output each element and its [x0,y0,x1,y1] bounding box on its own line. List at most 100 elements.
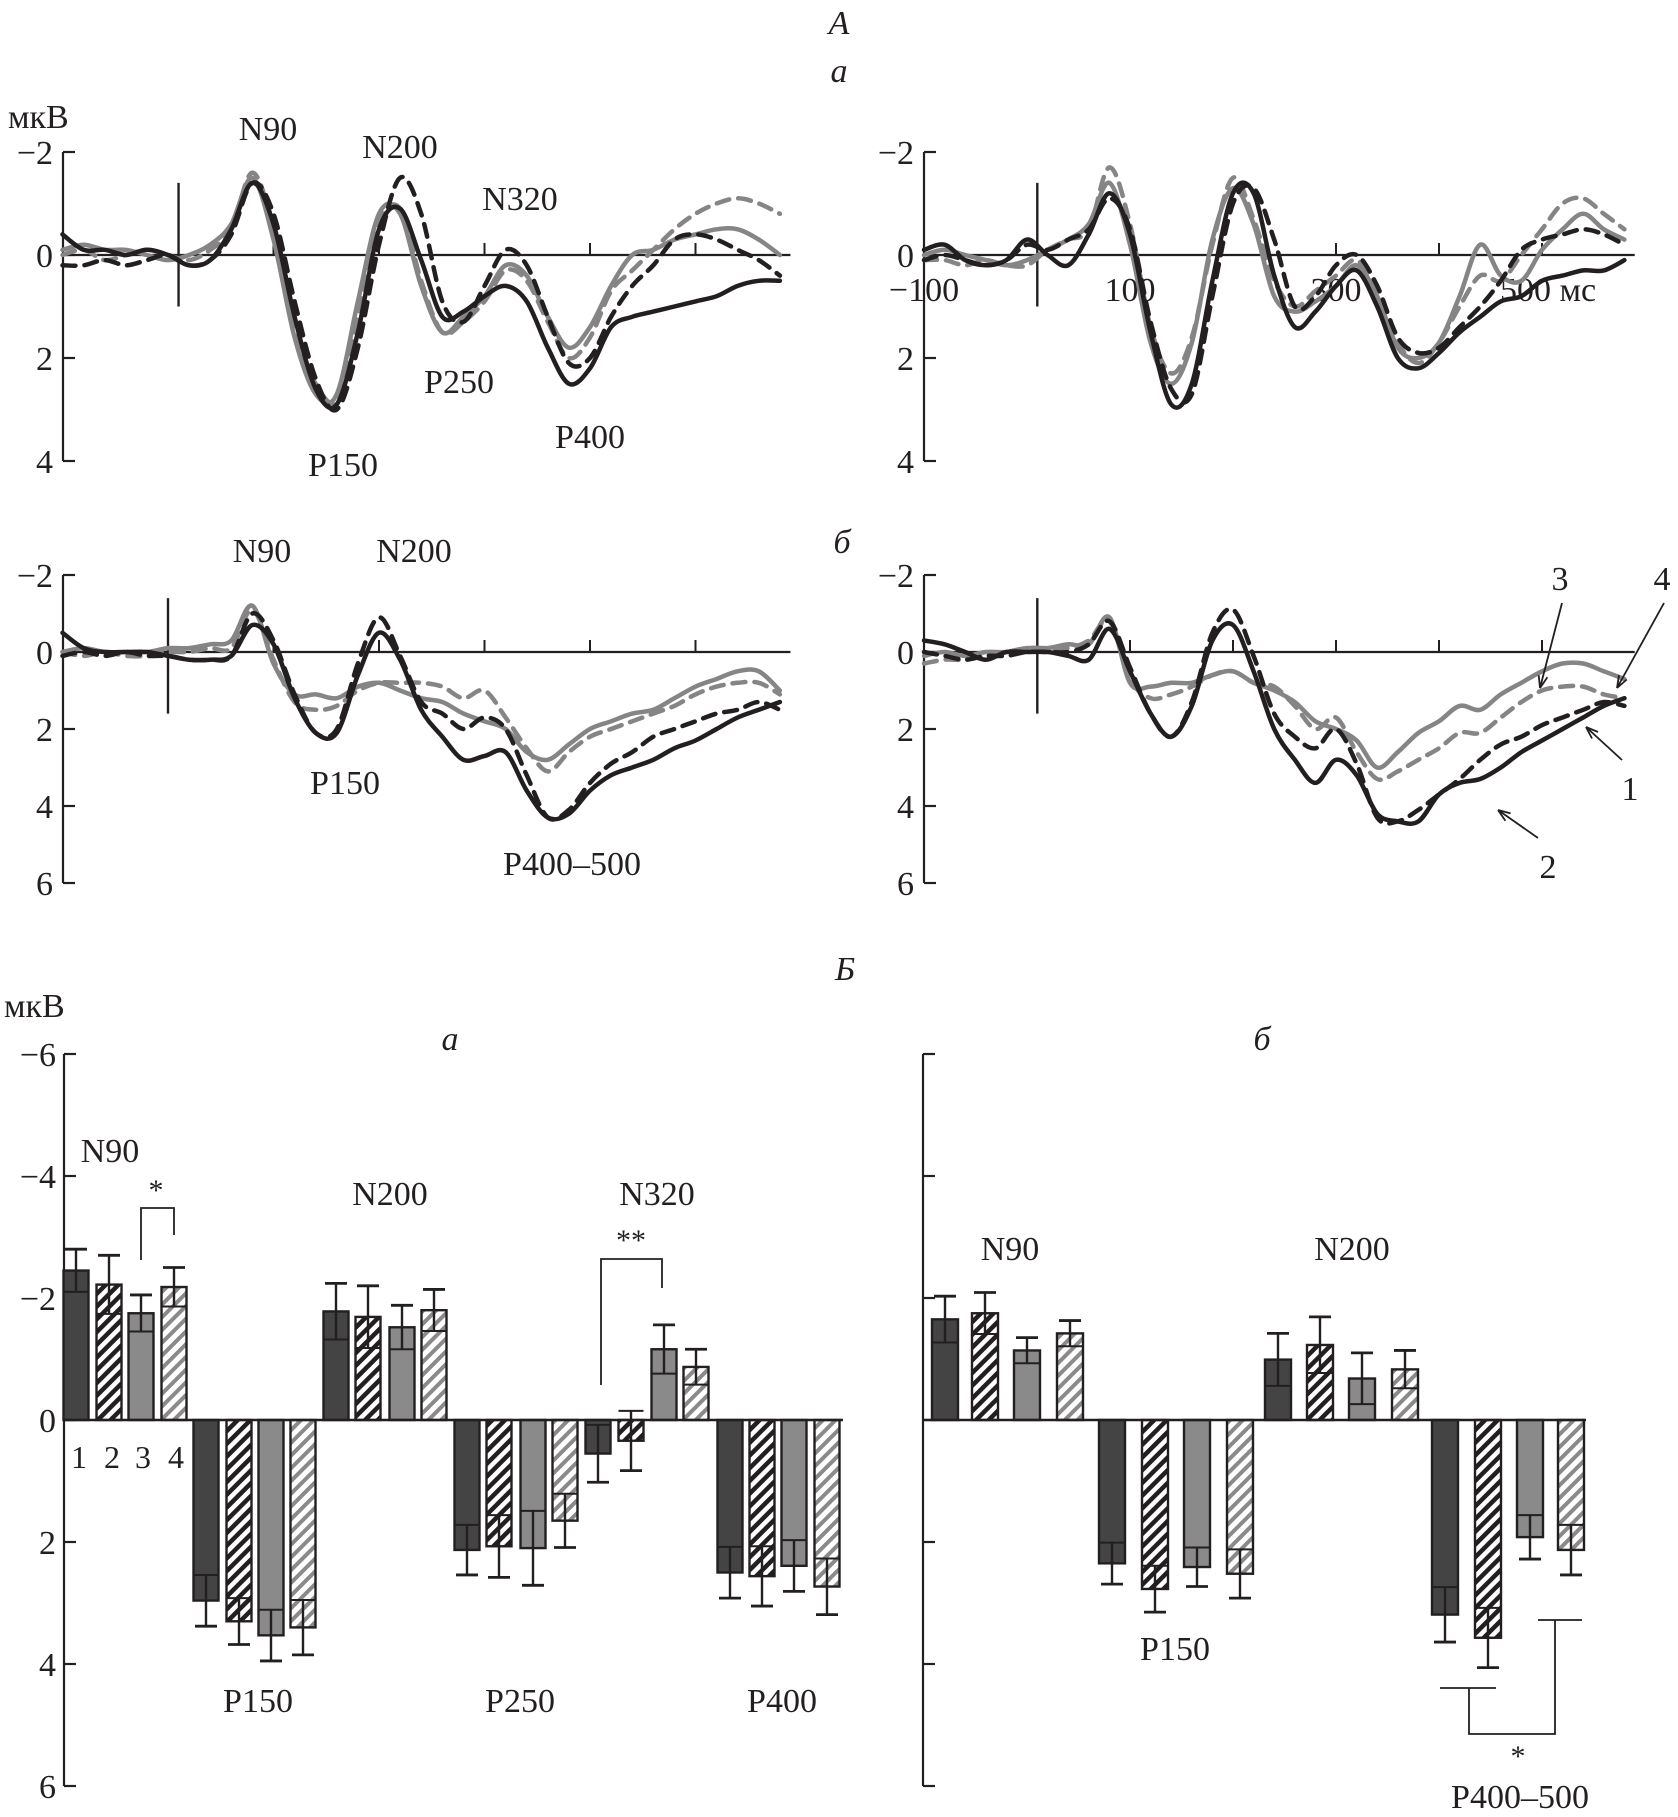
y-tick-label: −6 [20,1037,56,1074]
y-tick-label: 4 [36,789,53,826]
bar-group-P150: P150 [1097,1418,1255,1668]
bar-series-3 [257,1418,285,1637]
bar-series-4 [1055,1332,1085,1422]
y-tick-label: 4 [36,444,53,481]
significance-bracket-N90 [140,1207,175,1260]
y-tick-label: 4 [897,789,914,826]
bar-group-P400: P400 [716,1418,841,1720]
category-label-N200: N200 [352,1176,428,1213]
category-label-P250: P250 [485,1683,555,1720]
section-label-B: Б [834,951,855,988]
category-label-P400: P400 [747,1683,817,1720]
peak-label-P250: P250 [424,364,494,401]
bar-series-2 [225,1418,253,1623]
series-callout-label-1: 1 [1622,771,1639,808]
x-tick-label: −100 [889,272,959,309]
significance-marker: * [1511,1740,1526,1773]
category-label-N200: N200 [1314,1231,1390,1268]
y-tick-label: 4 [897,444,914,481]
bar-series-1 [930,1318,960,1422]
bar-group-N90: N90 [62,1133,188,1422]
peak-label-N90: N90 [233,533,292,570]
y-tick-label: −2 [20,1281,56,1318]
y-tick-label: −2 [878,135,914,172]
y-tick-label: 2 [39,1525,56,1562]
bar-series-2 [1473,1418,1503,1639]
erp-panel-A_a_left: −2 0 2 4 мкВ [8,99,791,481]
erp-series-2-dashed [921,606,1627,826]
y-tick-label: −2 [878,558,914,595]
subpanel-label-A-a: а [831,53,848,90]
series-callout-arrow [1585,726,1623,761]
y-tick-label: −2 [17,558,53,595]
subpanel-label-B-b: б [1253,1021,1272,1058]
y-tick-label: −4 [20,1159,56,1196]
erp-series-1-solid [921,621,1627,826]
category-label-N90: N90 [981,1231,1040,1268]
series-callout-arrow [1616,602,1665,689]
bar-group-P250: P250 [453,1418,579,1720]
category-label-P150: P150 [1140,1631,1210,1668]
bar-series-1 [192,1418,220,1602]
bar-series-3 [1182,1418,1212,1569]
section-label-A: A [827,5,850,42]
y-tick-label: 0 [897,635,914,672]
y-tick-label: 6 [897,866,914,903]
significance-bracket-P400-500 [1440,1619,1582,1735]
bar-series-1 [62,1269,90,1422]
y-tick-label: 4 [39,1647,56,1684]
annotations-A-a: N90 N200 N320 P150 P250 P400 [239,111,625,484]
peak-label-P400: P400 [555,419,625,456]
erp-series-4-dashed [60,607,783,774]
series-callout-label-3: 3 [1552,561,1569,598]
erp-series-3-solid [921,180,1627,387]
peak-label-N90: N90 [239,111,298,148]
y-axis-unit-label: мкВ [8,99,69,136]
bar-panel-B_b: N90 P150 N200 P400–500 * [921,1052,1589,1816]
significance-bracket-N320 [600,1258,663,1385]
series-callout-label-4: 4 [1654,561,1671,598]
bar-series-number-label: 1 [71,1439,87,1475]
category-label-N90: N90 [81,1133,140,1170]
erp-series-1-solid [60,180,783,411]
y-tick-label: 0 [39,1403,56,1440]
erp-series-2-dashed [921,183,1627,405]
category-label-P400–500: P400–500 [1451,1779,1589,1816]
erp-series-1-solid [921,180,1627,410]
y-tick-label: 2 [36,712,53,749]
peak-label-P400-500: P400–500 [503,846,641,883]
erp-panel-A_b_left: −2 0 2 4 6 [17,558,791,903]
bar-series-number-label: 3 [135,1439,151,1475]
y-tick-label: 6 [36,866,53,903]
significance-marker: ** [616,1224,646,1257]
callout-arrowhead [1537,675,1549,689]
series-callout-arrow [1539,602,1563,689]
peak-label-P150: P150 [310,765,380,802]
bar-group-P400–500: P400–500 [1430,1418,1589,1816]
peak-label-N320: N320 [482,181,558,218]
peak-label-N200: N200 [376,533,452,570]
bar-group-N320: N320 [584,1176,710,1484]
y-tick-label: 0 [897,238,914,275]
erp-series-3-solid [921,614,1627,770]
callout-arrowhead [1616,675,1628,689]
bar-group-N90: N90 [930,1231,1085,1422]
category-label-P150: P150 [223,1683,293,1720]
bar-group-N200: N200 [322,1176,448,1422]
bar-series-2 [1140,1418,1170,1591]
erp-series-2-dashed [60,174,783,413]
series-callout-arrow [1497,809,1539,839]
erp-series-2-dashed [60,611,783,822]
bar-group-P150: P150 [192,1418,317,1720]
y-tick-label: 2 [897,341,914,378]
subpanel-label-B-a: а [442,1021,459,1058]
peak-label-N200: N200 [362,129,438,166]
erp-series-4-dashed [921,617,1627,783]
y-tick-label: 2 [897,712,914,749]
category-label-N320: N320 [619,1176,695,1213]
